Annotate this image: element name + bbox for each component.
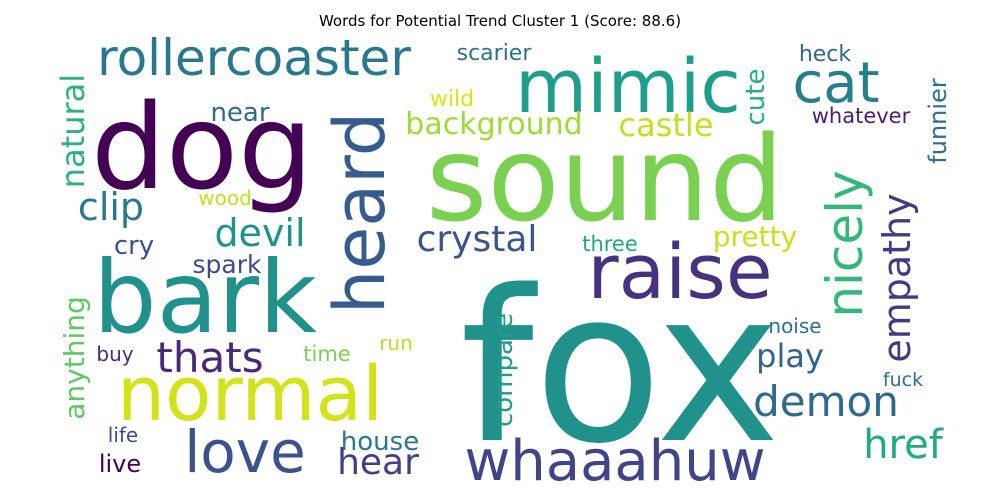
word-normal: normal [117, 349, 383, 438]
word-heck: heck [799, 42, 852, 67]
chart-title: Words for Potential Trend Cluster 1 (Sco… [318, 12, 682, 30]
word-live: live [99, 450, 141, 478]
word-wood: wood [198, 186, 252, 210]
word-clip: clip [78, 185, 144, 229]
word-three: three [582, 232, 638, 256]
word-heard: heard [319, 112, 401, 314]
word-anything: anything [58, 296, 91, 420]
word-sound: sound [426, 110, 784, 248]
word-raise: raise [587, 227, 772, 316]
word-crystal: crystal [417, 219, 538, 260]
word-rollercoaster: rollercoaster [97, 29, 411, 87]
word-play: play [756, 337, 824, 375]
word-run: run [379, 331, 413, 355]
word-bark: bark [93, 239, 317, 356]
word-house: house [341, 427, 419, 457]
word-whaaahuw: whaaahuw [464, 429, 765, 494]
word-cute: cute [741, 69, 771, 126]
word-funnier: funnier [924, 78, 952, 164]
word-life: life [108, 423, 138, 447]
word-time: time [303, 342, 350, 366]
word-demon: demon [753, 377, 899, 426]
word-fuck: fuck [883, 369, 923, 391]
word-empathy: empathy [875, 193, 919, 362]
word-buy: buy [96, 342, 133, 366]
word-noise: noise [768, 314, 821, 338]
word-pretty: pretty [713, 220, 797, 253]
word-compare: compare [489, 313, 519, 427]
word-dog: dog [91, 78, 313, 216]
word-near: near [210, 98, 269, 128]
word-scarier: scarier [457, 41, 533, 66]
word-natural: natural [54, 74, 92, 188]
word-love: love [184, 418, 306, 486]
word-castle: castle [619, 106, 714, 144]
word-hear: hear [337, 442, 419, 483]
word-nicely: nicely [816, 170, 874, 317]
word-whatever: whatever [812, 104, 911, 128]
word-cat: cat [792, 51, 879, 116]
word-spark: spark [193, 250, 262, 279]
word-wild: wild [430, 87, 474, 112]
word-background: background [405, 107, 582, 142]
word-thats: thats [156, 333, 263, 382]
word-href: href [863, 422, 944, 468]
word-devil: devil [214, 211, 305, 255]
word-mimic: mimic [515, 44, 741, 130]
word-cry: cry [114, 231, 154, 261]
word-fox: fox [460, 245, 780, 490]
